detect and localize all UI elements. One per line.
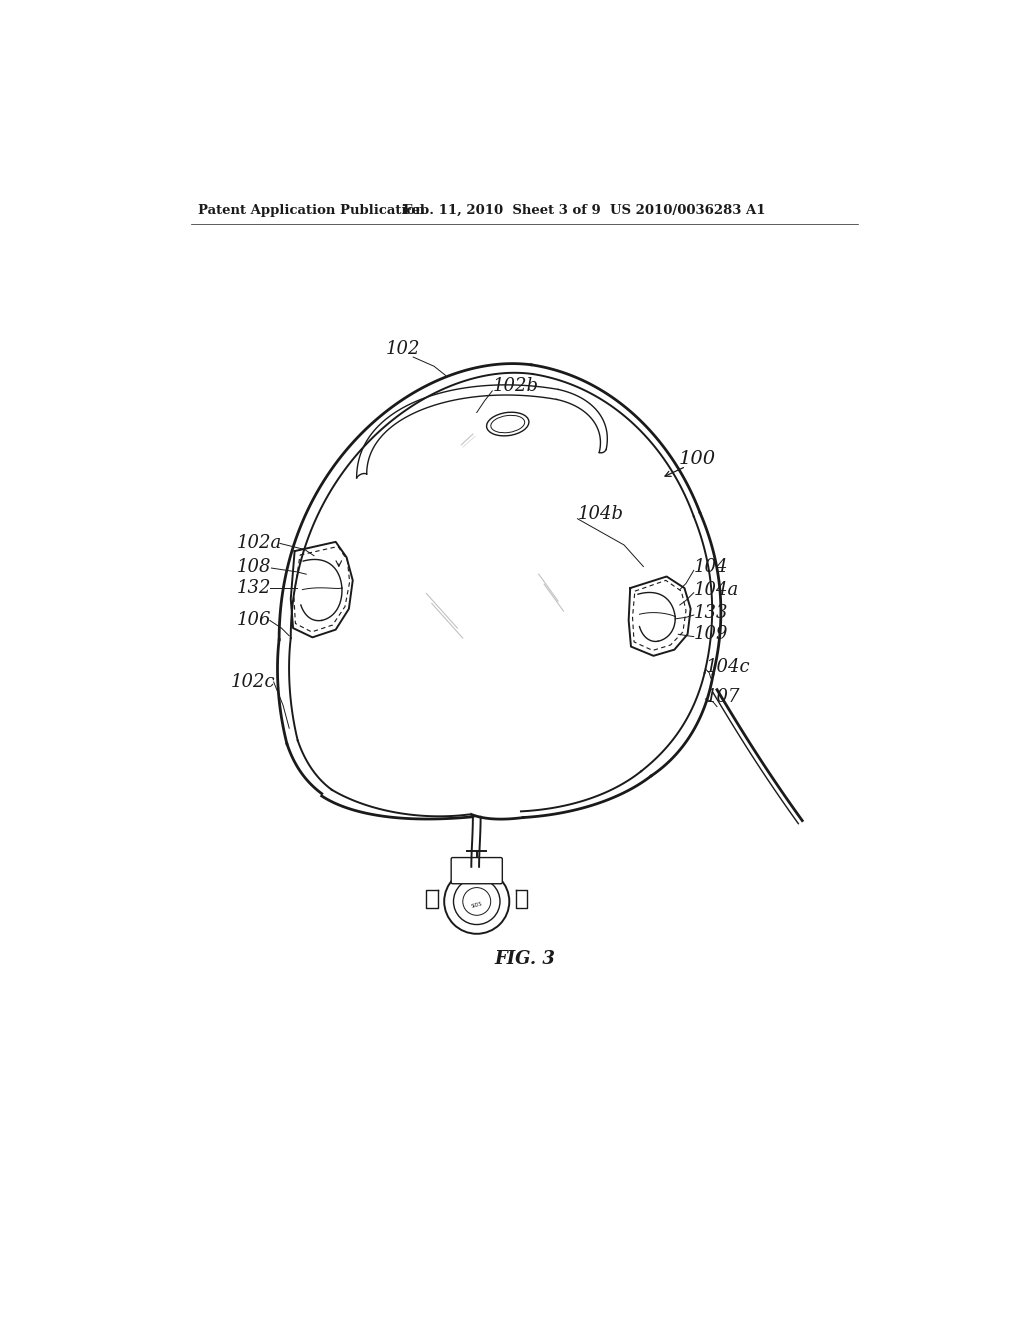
Text: Feb. 11, 2010  Sheet 3 of 9: Feb. 11, 2010 Sheet 3 of 9 — [403, 205, 601, 218]
Text: 104c: 104c — [706, 657, 750, 676]
Text: 102: 102 — [386, 341, 421, 358]
Ellipse shape — [486, 412, 529, 436]
Text: 102a: 102a — [237, 535, 282, 552]
Text: 107: 107 — [706, 689, 740, 706]
Circle shape — [454, 878, 500, 924]
Circle shape — [444, 869, 509, 933]
Text: 133: 133 — [693, 603, 728, 622]
Text: US 2010/0036283 A1: US 2010/0036283 A1 — [610, 205, 766, 218]
Text: 100: 100 — [678, 450, 716, 467]
Text: 104: 104 — [693, 557, 728, 576]
Text: 108: 108 — [237, 557, 271, 576]
Text: 104b: 104b — [578, 506, 624, 523]
Text: 132: 132 — [237, 579, 271, 597]
Text: FIG. 3: FIG. 3 — [495, 950, 555, 968]
Text: SIDS: SIDS — [471, 902, 483, 909]
Circle shape — [463, 887, 490, 915]
Text: 106: 106 — [237, 611, 271, 630]
Text: 104a: 104a — [693, 581, 739, 598]
Text: 109: 109 — [693, 626, 728, 643]
Text: 102c: 102c — [231, 673, 275, 690]
Text: Patent Application Publication: Patent Application Publication — [198, 205, 425, 218]
Ellipse shape — [490, 416, 524, 433]
FancyBboxPatch shape — [452, 858, 503, 884]
Text: 102b: 102b — [493, 376, 539, 395]
